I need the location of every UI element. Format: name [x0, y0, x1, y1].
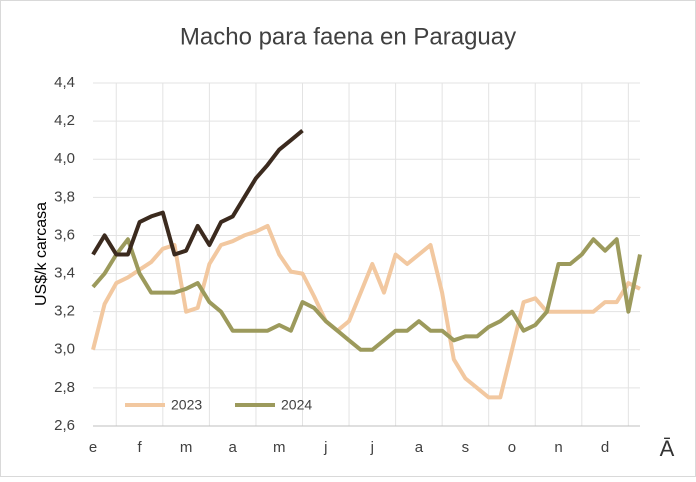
y-tick-label: 3,0 [54, 341, 75, 358]
x-tick-label: a [415, 439, 424, 456]
y-tick-label: 3,6 [54, 226, 75, 243]
y-tick-label: 4,0 [54, 150, 75, 167]
legend-label: 2024 [281, 397, 312, 413]
logo: Ā [660, 436, 675, 461]
x-tick-label: e [89, 439, 97, 456]
x-tick-label: m [273, 439, 286, 456]
x-tick-label: j [323, 439, 327, 456]
chart-title: Macho para faena en Paraguay [180, 23, 516, 50]
x-tick-label: a [228, 439, 237, 456]
x-tick-label: f [137, 439, 142, 456]
y-tick-label: 4,4 [54, 74, 75, 91]
line-series [91, 129, 304, 257]
x-tick-label: m [180, 439, 193, 456]
x-tick-label: s [462, 439, 470, 456]
y-tick-label: 2,6 [54, 417, 75, 434]
y-tick-label: 3,2 [54, 303, 75, 320]
x-tick-label: o [508, 439, 516, 456]
y-tick-label: 3,8 [54, 188, 75, 205]
x-tick-label: d [601, 439, 609, 456]
y-tick-label: 3,4 [54, 265, 75, 282]
line-series [91, 237, 642, 352]
x-tick-label: n [554, 439, 562, 456]
y-tick-label: 4,2 [54, 112, 75, 129]
y-axis-label: US$/k carcasa [33, 202, 50, 306]
y-tick-label: 2,8 [54, 379, 75, 396]
x-tick-label: j [370, 439, 374, 456]
legend-label: 2023 [171, 397, 202, 413]
